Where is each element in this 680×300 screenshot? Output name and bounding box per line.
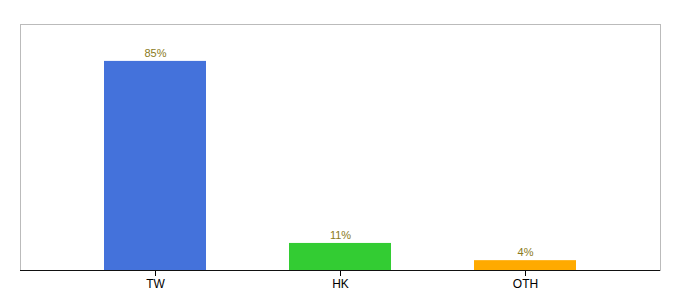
svg-text:OTH: OTH: [513, 277, 538, 291]
svg-text:4%: 4%: [518, 246, 534, 258]
svg-text:85%: 85%: [144, 47, 166, 59]
svg-text:HK: HK: [332, 277, 349, 291]
svg-text:11%: 11%: [330, 229, 351, 241]
svg-text:TW: TW: [146, 277, 165, 291]
